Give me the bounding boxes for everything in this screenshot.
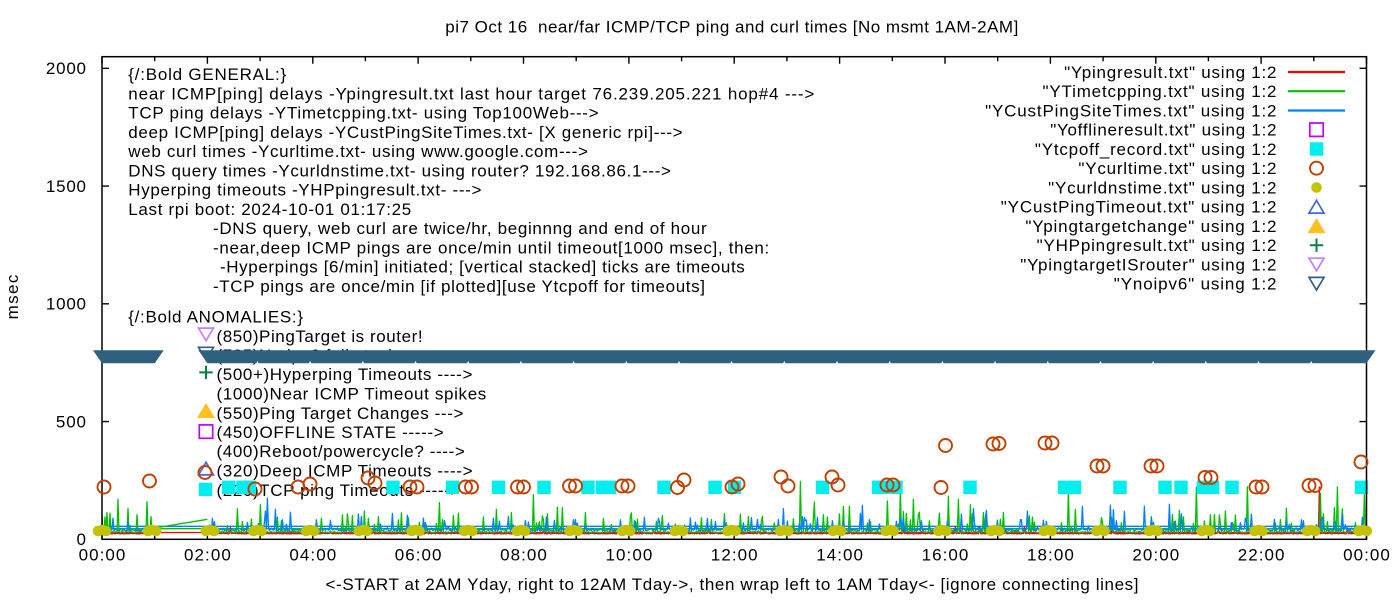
svg-text:20:00: 20:00 <box>1132 546 1179 565</box>
svg-text:12:00: 12:00 <box>711 546 758 565</box>
svg-text:"Ytcpoff_record.txt" using 1:2: "Ytcpoff_record.txt" using 1:2 <box>1035 140 1277 159</box>
svg-text:(450)OFFLINE STATE ----->: (450)OFFLINE STATE -----> <box>217 423 444 442</box>
svg-text:(320)Deep ICMP Timeouts ---->: (320)Deep ICMP Timeouts ----> <box>217 462 473 481</box>
svg-text:Last rpi boot: 2024-10-01 01:1: Last rpi boot: 2024-10-01 01:17:25 <box>128 200 411 219</box>
svg-text:0: 0 <box>77 530 86 549</box>
svg-text:"Ycurldnstime.txt" using 1:2: "Ycurldnstime.txt" using 1:2 <box>1048 178 1276 197</box>
svg-text:DNS query times -Ycurldnstime.: DNS query times -Ycurldnstime.txt- using… <box>128 162 671 181</box>
svg-text:deep ICMP[ping] delays -YCustP: deep ICMP[ping] delays -YCustPingSiteTim… <box>128 123 682 142</box>
svg-text:msec: msec <box>3 274 22 319</box>
svg-text:-DNS query, web curl are twice: -DNS query, web curl are twice/hr, begin… <box>213 219 707 238</box>
svg-text:22:00: 22:00 <box>1238 546 1285 565</box>
svg-text:web curl times -Ycurltime.txt-: web curl times -Ycurltime.txt- using www… <box>127 142 588 161</box>
svg-text:TCP ping delays -YTimetcpping.: TCP ping delays -YTimetcpping.txt- using… <box>128 104 598 123</box>
svg-text:"Ycurltime.txt" using 1:2: "Ycurltime.txt" using 1:2 <box>1078 159 1276 178</box>
svg-text:"YpingtargetISrouter" using 1:: "YpingtargetISrouter" using 1:2 <box>1020 255 1276 274</box>
svg-text:{/:Bold GENERAL:}: {/:Bold GENERAL:} <box>128 65 286 84</box>
svg-text:{/:Bold ANOMALIES:}: {/:Bold ANOMALIES:} <box>128 308 303 327</box>
svg-text:"Ypingtargetchange" using 1:2: "Ypingtargetchange" using 1:2 <box>1025 217 1276 236</box>
svg-text:500: 500 <box>56 413 86 432</box>
svg-text:near ICMP[ping] delays -Ypingr: near ICMP[ping] delays -Ypingresult.txt … <box>128 85 814 104</box>
svg-text:"Ypingresult.txt" using 1:2: "Ypingresult.txt" using 1:2 <box>1064 63 1276 82</box>
svg-text:(400)Reboot/powercycle? ---->: (400)Reboot/powercycle? ----> <box>217 442 465 461</box>
svg-text:16:00: 16:00 <box>922 546 969 565</box>
svg-text:(850)PingTarget is router!: (850)PingTarget is router! <box>217 327 423 346</box>
svg-text:(550)Ping Target Changes --->: (550)Ping Target Changes ---> <box>217 404 464 423</box>
svg-text:14:00: 14:00 <box>816 546 863 565</box>
svg-text:02:00: 02:00 <box>184 546 231 565</box>
svg-text:2000: 2000 <box>46 59 86 78</box>
svg-text:pi7 Oct 16 near/far ICMP/TCP: pi7 Oct 16 near/far ICMP/TCP ping and cu… <box>445 17 1018 36</box>
svg-text:<-START at 2AM Yday, right to: <-START at 2AM Yday, right to 12AM Tday-… <box>326 575 1139 594</box>
svg-text:1500: 1500 <box>46 177 86 196</box>
svg-text:00:00: 00:00 <box>79 546 126 565</box>
svg-text:(1000)Near ICMP Timeout spikes: (1000)Near ICMP Timeout spikes <box>217 385 487 404</box>
svg-text:10:00: 10:00 <box>606 546 653 565</box>
svg-text:"Ynoipv6" using 1:2: "Ynoipv6" using 1:2 <box>1114 275 1277 294</box>
svg-text:-Hyperpings [6/min] initiated;: -Hyperpings [6/min] initiated; [vertical… <box>220 258 745 277</box>
svg-text:"YHPpingresult.txt" using 1:2: "YHPpingresult.txt" using 1:2 <box>1037 236 1277 255</box>
svg-text:08:00: 08:00 <box>500 546 547 565</box>
svg-text:"YCustPingSiteTimes.txt" using: "YCustPingSiteTimes.txt" using 1:2 <box>985 101 1276 120</box>
svg-text:"YTimetcpping.txt" using 1:2: "YTimetcpping.txt" using 1:2 <box>1043 82 1277 101</box>
svg-text:18:00: 18:00 <box>1027 546 1074 565</box>
svg-text:1000: 1000 <box>46 295 86 314</box>
svg-text:04:00: 04:00 <box>289 546 336 565</box>
svg-text:-near,deep ICMP pings are once: -near,deep ICMP pings are once/min until… <box>213 239 769 258</box>
svg-text:00:00: 00:00 <box>1343 546 1390 565</box>
svg-text:(500+)Hyperping Timeouts ---->: (500+)Hyperping Timeouts ----> <box>217 365 473 384</box>
svg-text:"YCustPingTimeout.txt" using 1: "YCustPingTimeout.txt" using 1:2 <box>1001 198 1277 217</box>
svg-text:Hyperping timeouts -YHPpingres: Hyperping timeouts -YHPpingresult.txt- -… <box>128 181 481 200</box>
svg-text:-TCP pings are once/min [if pl: -TCP pings are once/min [if plotted][use… <box>213 277 705 296</box>
svg-text:06:00: 06:00 <box>395 546 442 565</box>
svg-text:"Yofflineresult.txt" using 1:2: "Yofflineresult.txt" using 1:2 <box>1050 121 1276 140</box>
